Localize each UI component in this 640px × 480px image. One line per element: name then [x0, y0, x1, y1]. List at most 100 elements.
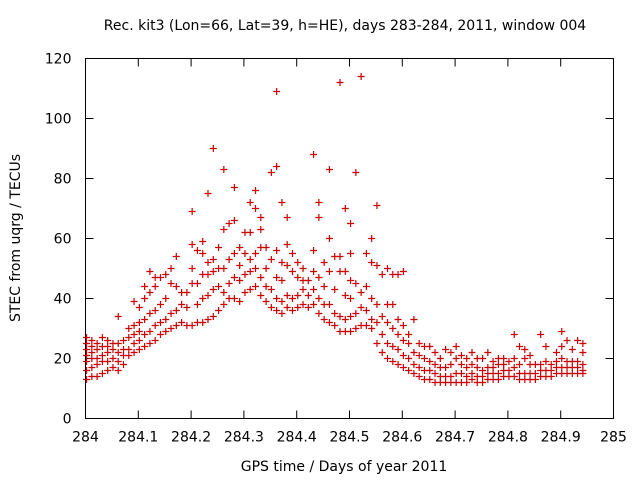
data-point: [362, 322, 370, 329]
data-point: [304, 304, 312, 311]
data-point: [405, 367, 413, 374]
data-point: [209, 313, 217, 320]
data-point: [246, 199, 254, 206]
data-point: [278, 199, 286, 206]
data-point: [257, 214, 265, 221]
data-point: [199, 250, 207, 257]
data-point: [521, 346, 529, 353]
data-point: [93, 340, 101, 347]
data-point: [93, 346, 101, 353]
data-point: [246, 256, 254, 263]
data-point: [537, 361, 545, 368]
data-point: [252, 265, 260, 272]
data-point: [399, 268, 407, 275]
data-point: [125, 334, 133, 341]
y-tick-label: 20: [54, 352, 72, 368]
data-point: [225, 256, 233, 263]
data-point: [209, 145, 217, 152]
data-point: [568, 346, 576, 353]
data-point: [146, 328, 154, 335]
data-point: [230, 274, 238, 281]
data-point: [547, 373, 555, 380]
data-point: [368, 316, 376, 323]
data-point: [156, 274, 164, 281]
data-point: [378, 271, 386, 278]
data-point: [325, 235, 333, 242]
chart-title: Rec. kit3 (Lon=66, Lat=39, h=HE), days 2…: [104, 18, 587, 34]
x-tick-label: 284.7: [435, 430, 475, 446]
data-point: [315, 274, 323, 281]
data-point: [384, 340, 392, 347]
data-point: [220, 301, 228, 308]
data-point: [415, 352, 423, 359]
data-point: [220, 226, 228, 233]
data-point: [479, 373, 487, 380]
data-point: [542, 358, 550, 365]
data-point: [209, 256, 217, 263]
data-point: [167, 265, 175, 272]
data-point: [442, 346, 450, 353]
data-point: [225, 220, 233, 227]
data-point: [468, 361, 476, 368]
data-point: [310, 301, 318, 308]
data-point: [526, 352, 534, 359]
data-point: [389, 301, 397, 308]
data-point: [447, 361, 455, 368]
data-point: [294, 292, 302, 299]
data-point: [516, 361, 524, 368]
data-point: [373, 340, 381, 347]
x-tick-label: 285: [600, 430, 627, 446]
data-point: [426, 367, 434, 374]
data-point: [199, 238, 207, 245]
data-point: [405, 331, 413, 338]
data-point: [236, 244, 244, 251]
data-point: [183, 289, 191, 296]
data-point: [88, 337, 96, 344]
data-point: [252, 283, 260, 290]
data-point: [479, 379, 487, 386]
data-point: [278, 298, 286, 305]
data-point: [135, 319, 143, 326]
x-tick-label: 284.8: [488, 430, 528, 446]
data-point: [262, 298, 270, 305]
data-point: [215, 307, 223, 314]
data-point: [98, 370, 106, 377]
data-point: [558, 355, 566, 362]
data-point: [267, 286, 275, 293]
data-point: [98, 352, 106, 359]
data-point: [252, 250, 260, 257]
data-point: [215, 283, 223, 290]
data-point: [347, 277, 355, 284]
data-point: [463, 373, 471, 380]
x-tick-label: 284.5: [329, 430, 369, 446]
data-point: [246, 268, 254, 275]
data-point: [114, 367, 122, 374]
data-point: [347, 220, 355, 227]
data-point: [468, 349, 476, 356]
data-point: [436, 355, 444, 362]
data-point: [415, 373, 423, 380]
data-point: [531, 370, 539, 377]
data-point: [500, 361, 508, 368]
data-point: [341, 205, 349, 212]
data-point: [426, 376, 434, 383]
data-point: [146, 340, 154, 347]
data-point: [167, 280, 175, 287]
data-point: [151, 307, 159, 314]
data-point: [579, 349, 587, 356]
data-point: [278, 277, 286, 284]
data-point: [241, 250, 249, 257]
data-point: [468, 370, 476, 377]
data-point: [331, 286, 339, 293]
data-point: [389, 358, 397, 365]
data-point: [479, 367, 487, 374]
data-point: [288, 268, 296, 275]
data-point: [262, 244, 270, 251]
data-point: [273, 295, 281, 302]
data-point: [125, 325, 133, 332]
data-point: [172, 253, 180, 260]
data-point: [104, 367, 112, 374]
data-point: [135, 346, 143, 353]
data-point: [362, 250, 370, 257]
data-point: [304, 292, 312, 299]
